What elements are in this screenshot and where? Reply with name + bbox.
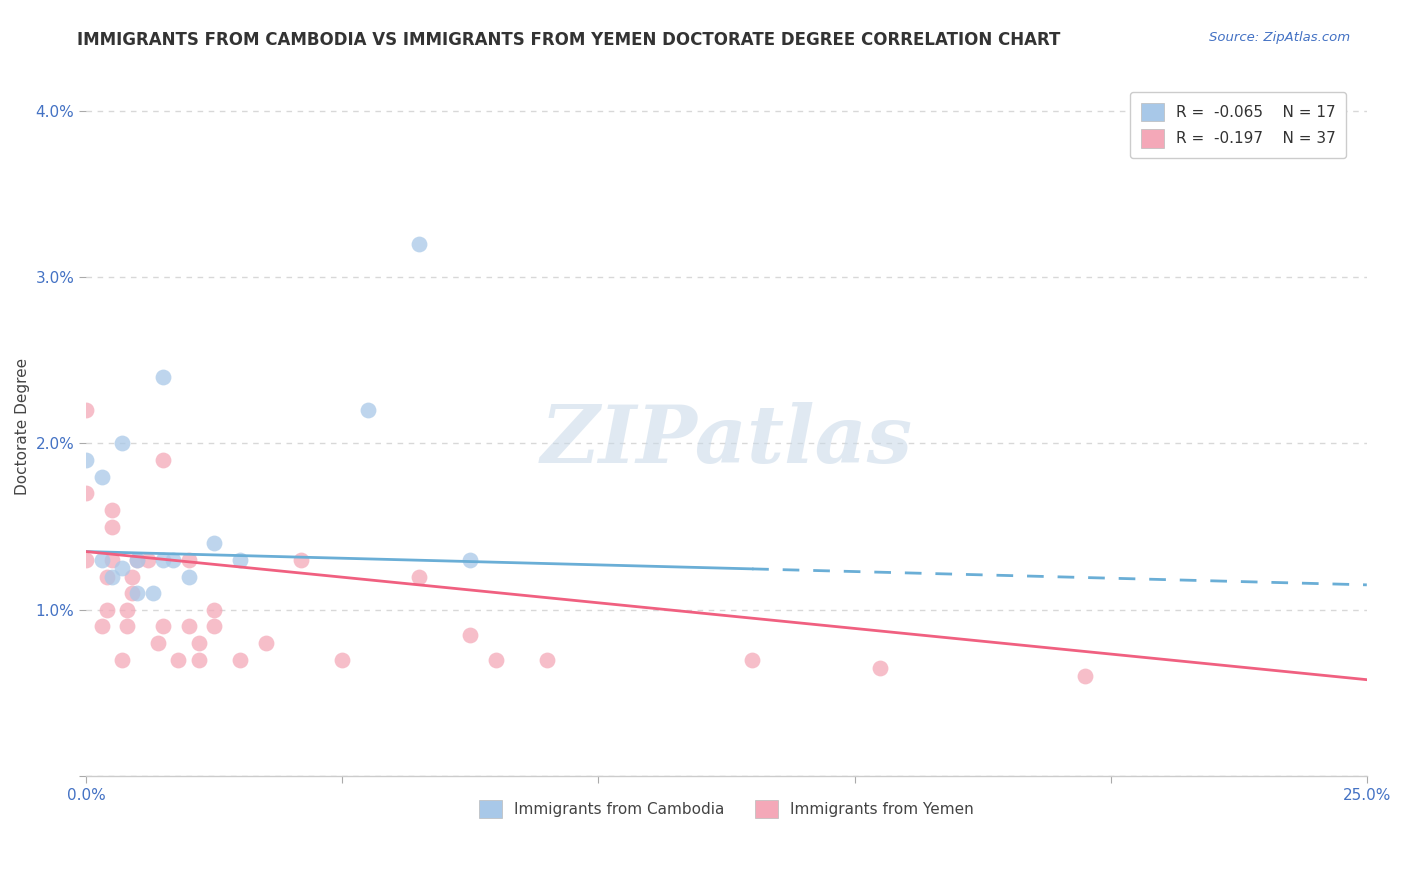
- Point: [202, 619, 225, 633]
- Point: [101, 553, 124, 567]
- Point: [90, 553, 112, 567]
- Point: [142, 586, 165, 600]
- Point: [357, 403, 380, 417]
- Point: [187, 653, 209, 667]
- Point: [96, 569, 118, 583]
- Point: [152, 553, 174, 567]
- Point: [408, 236, 430, 251]
- Point: [485, 653, 508, 667]
- Point: [101, 519, 124, 533]
- Point: [111, 653, 134, 667]
- Point: [167, 653, 190, 667]
- Point: [229, 653, 252, 667]
- Point: [90, 469, 112, 483]
- Point: [177, 619, 200, 633]
- Point: [741, 653, 763, 667]
- Point: [229, 553, 252, 567]
- Text: ZIPatlas: ZIPatlas: [540, 402, 912, 480]
- Point: [96, 603, 118, 617]
- Point: [75, 453, 97, 467]
- Point: [202, 603, 225, 617]
- Point: [75, 553, 97, 567]
- Point: [127, 553, 149, 567]
- Point: [90, 619, 112, 633]
- Point: [177, 569, 200, 583]
- Point: [146, 636, 169, 650]
- Point: [187, 636, 209, 650]
- Point: [254, 636, 277, 650]
- Point: [460, 628, 482, 642]
- Point: [408, 569, 430, 583]
- Text: Source: ZipAtlas.com: Source: ZipAtlas.com: [1209, 31, 1350, 45]
- Point: [111, 436, 134, 450]
- Point: [330, 653, 353, 667]
- Point: [152, 370, 174, 384]
- Point: [1074, 669, 1097, 683]
- Point: [101, 569, 124, 583]
- Point: [152, 453, 174, 467]
- Point: [152, 619, 174, 633]
- Point: [136, 553, 159, 567]
- Point: [115, 603, 138, 617]
- Point: [75, 486, 97, 500]
- Point: [101, 503, 124, 517]
- Legend: Immigrants from Cambodia, Immigrants from Yemen: Immigrants from Cambodia, Immigrants fro…: [472, 794, 980, 824]
- Point: [115, 619, 138, 633]
- Point: [177, 553, 200, 567]
- Point: [121, 586, 143, 600]
- Point: [127, 553, 149, 567]
- Point: [290, 553, 312, 567]
- Point: [202, 536, 225, 550]
- Point: [121, 569, 143, 583]
- Text: IMMIGRANTS FROM CAMBODIA VS IMMIGRANTS FROM YEMEN DOCTORATE DEGREE CORRELATION C: IMMIGRANTS FROM CAMBODIA VS IMMIGRANTS F…: [77, 31, 1060, 49]
- Point: [127, 586, 149, 600]
- Point: [75, 403, 97, 417]
- Y-axis label: Doctorate Degree: Doctorate Degree: [15, 359, 30, 495]
- Point: [536, 653, 558, 667]
- Point: [869, 661, 891, 675]
- Point: [460, 553, 482, 567]
- Point: [111, 561, 134, 575]
- Point: [162, 553, 184, 567]
